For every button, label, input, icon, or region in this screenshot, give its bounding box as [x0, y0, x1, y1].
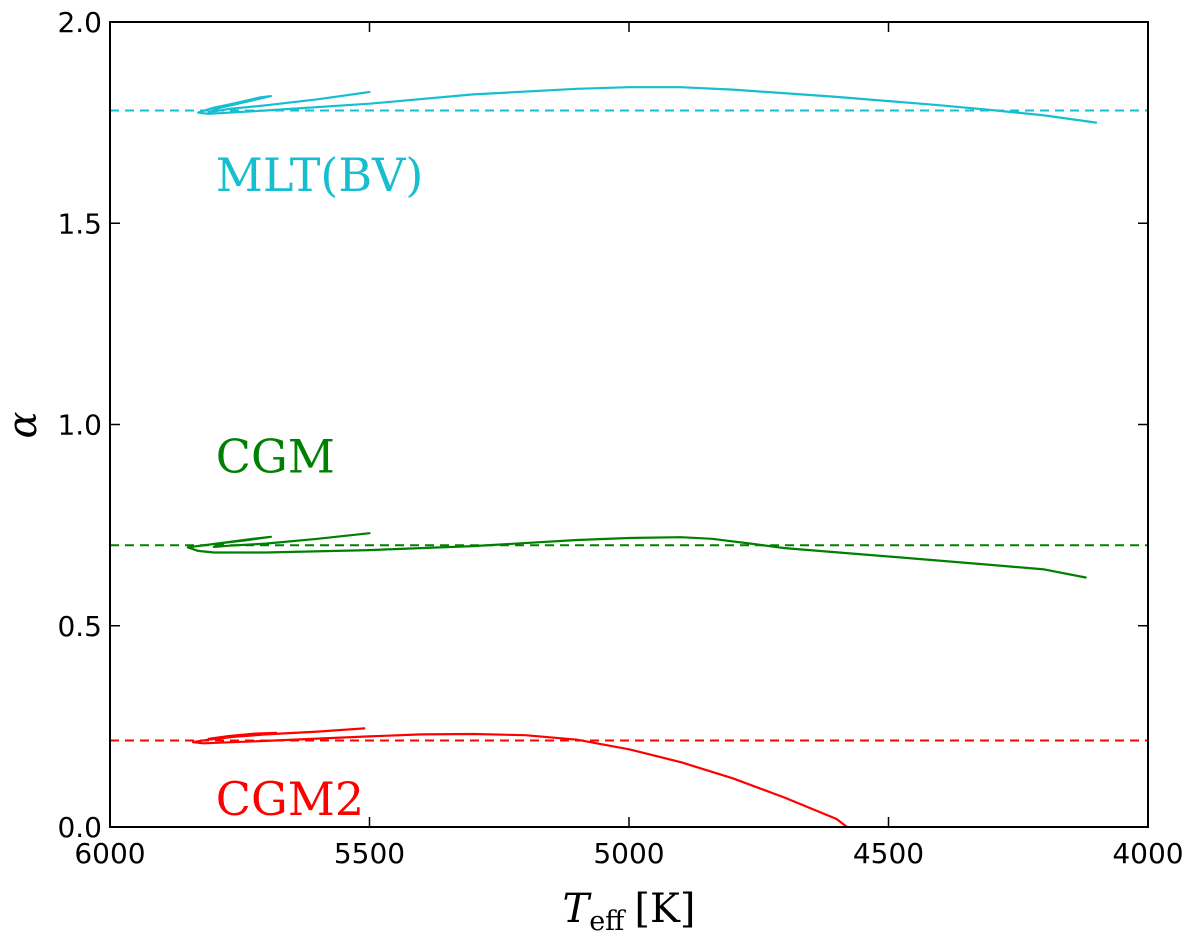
axis-ticks: 6000 5500 5000 4500 4000 0.0 0.5 1.0 1.5 2.0	[57, 6, 1183, 870]
plot-lines	[110, 86, 1148, 829]
series-label-cgm2: CGM2	[216, 772, 364, 826]
x-tick-label: 5000	[593, 837, 664, 870]
plot-frame	[109, 21, 1149, 828]
x-axis-subscript: eff	[589, 906, 626, 937]
y-axis-title: α	[0, 411, 46, 438]
x-tick-label: 4500	[853, 837, 924, 870]
x-axis-unit: [K]	[634, 886, 695, 932]
series-line-mlt-bv	[197, 86, 1098, 124]
x-tick-label: 4000	[1112, 837, 1183, 870]
y-tick-label: 0.0	[57, 811, 102, 844]
y-tick-label: 2.0	[57, 6, 102, 39]
y-tick-label: 0.5	[57, 610, 102, 643]
x-axis-symbol: T	[563, 886, 593, 932]
x-tick-label: 6000	[74, 837, 145, 870]
series-line-cgm2	[191, 727, 849, 829]
series-line-cgm	[186, 532, 1087, 579]
x-axis-title: Teff [K]	[563, 886, 696, 937]
y-tick-label: 1.5	[57, 207, 102, 240]
series-label-mlt-bv: MLT(BV)	[216, 148, 423, 202]
y-tick-label: 1.0	[57, 409, 102, 442]
series-label-cgm: CGM	[216, 430, 335, 484]
series-annotations: MLT(BV) CGM CGM2	[216, 148, 423, 826]
x-tick-label: 5500	[334, 837, 405, 870]
